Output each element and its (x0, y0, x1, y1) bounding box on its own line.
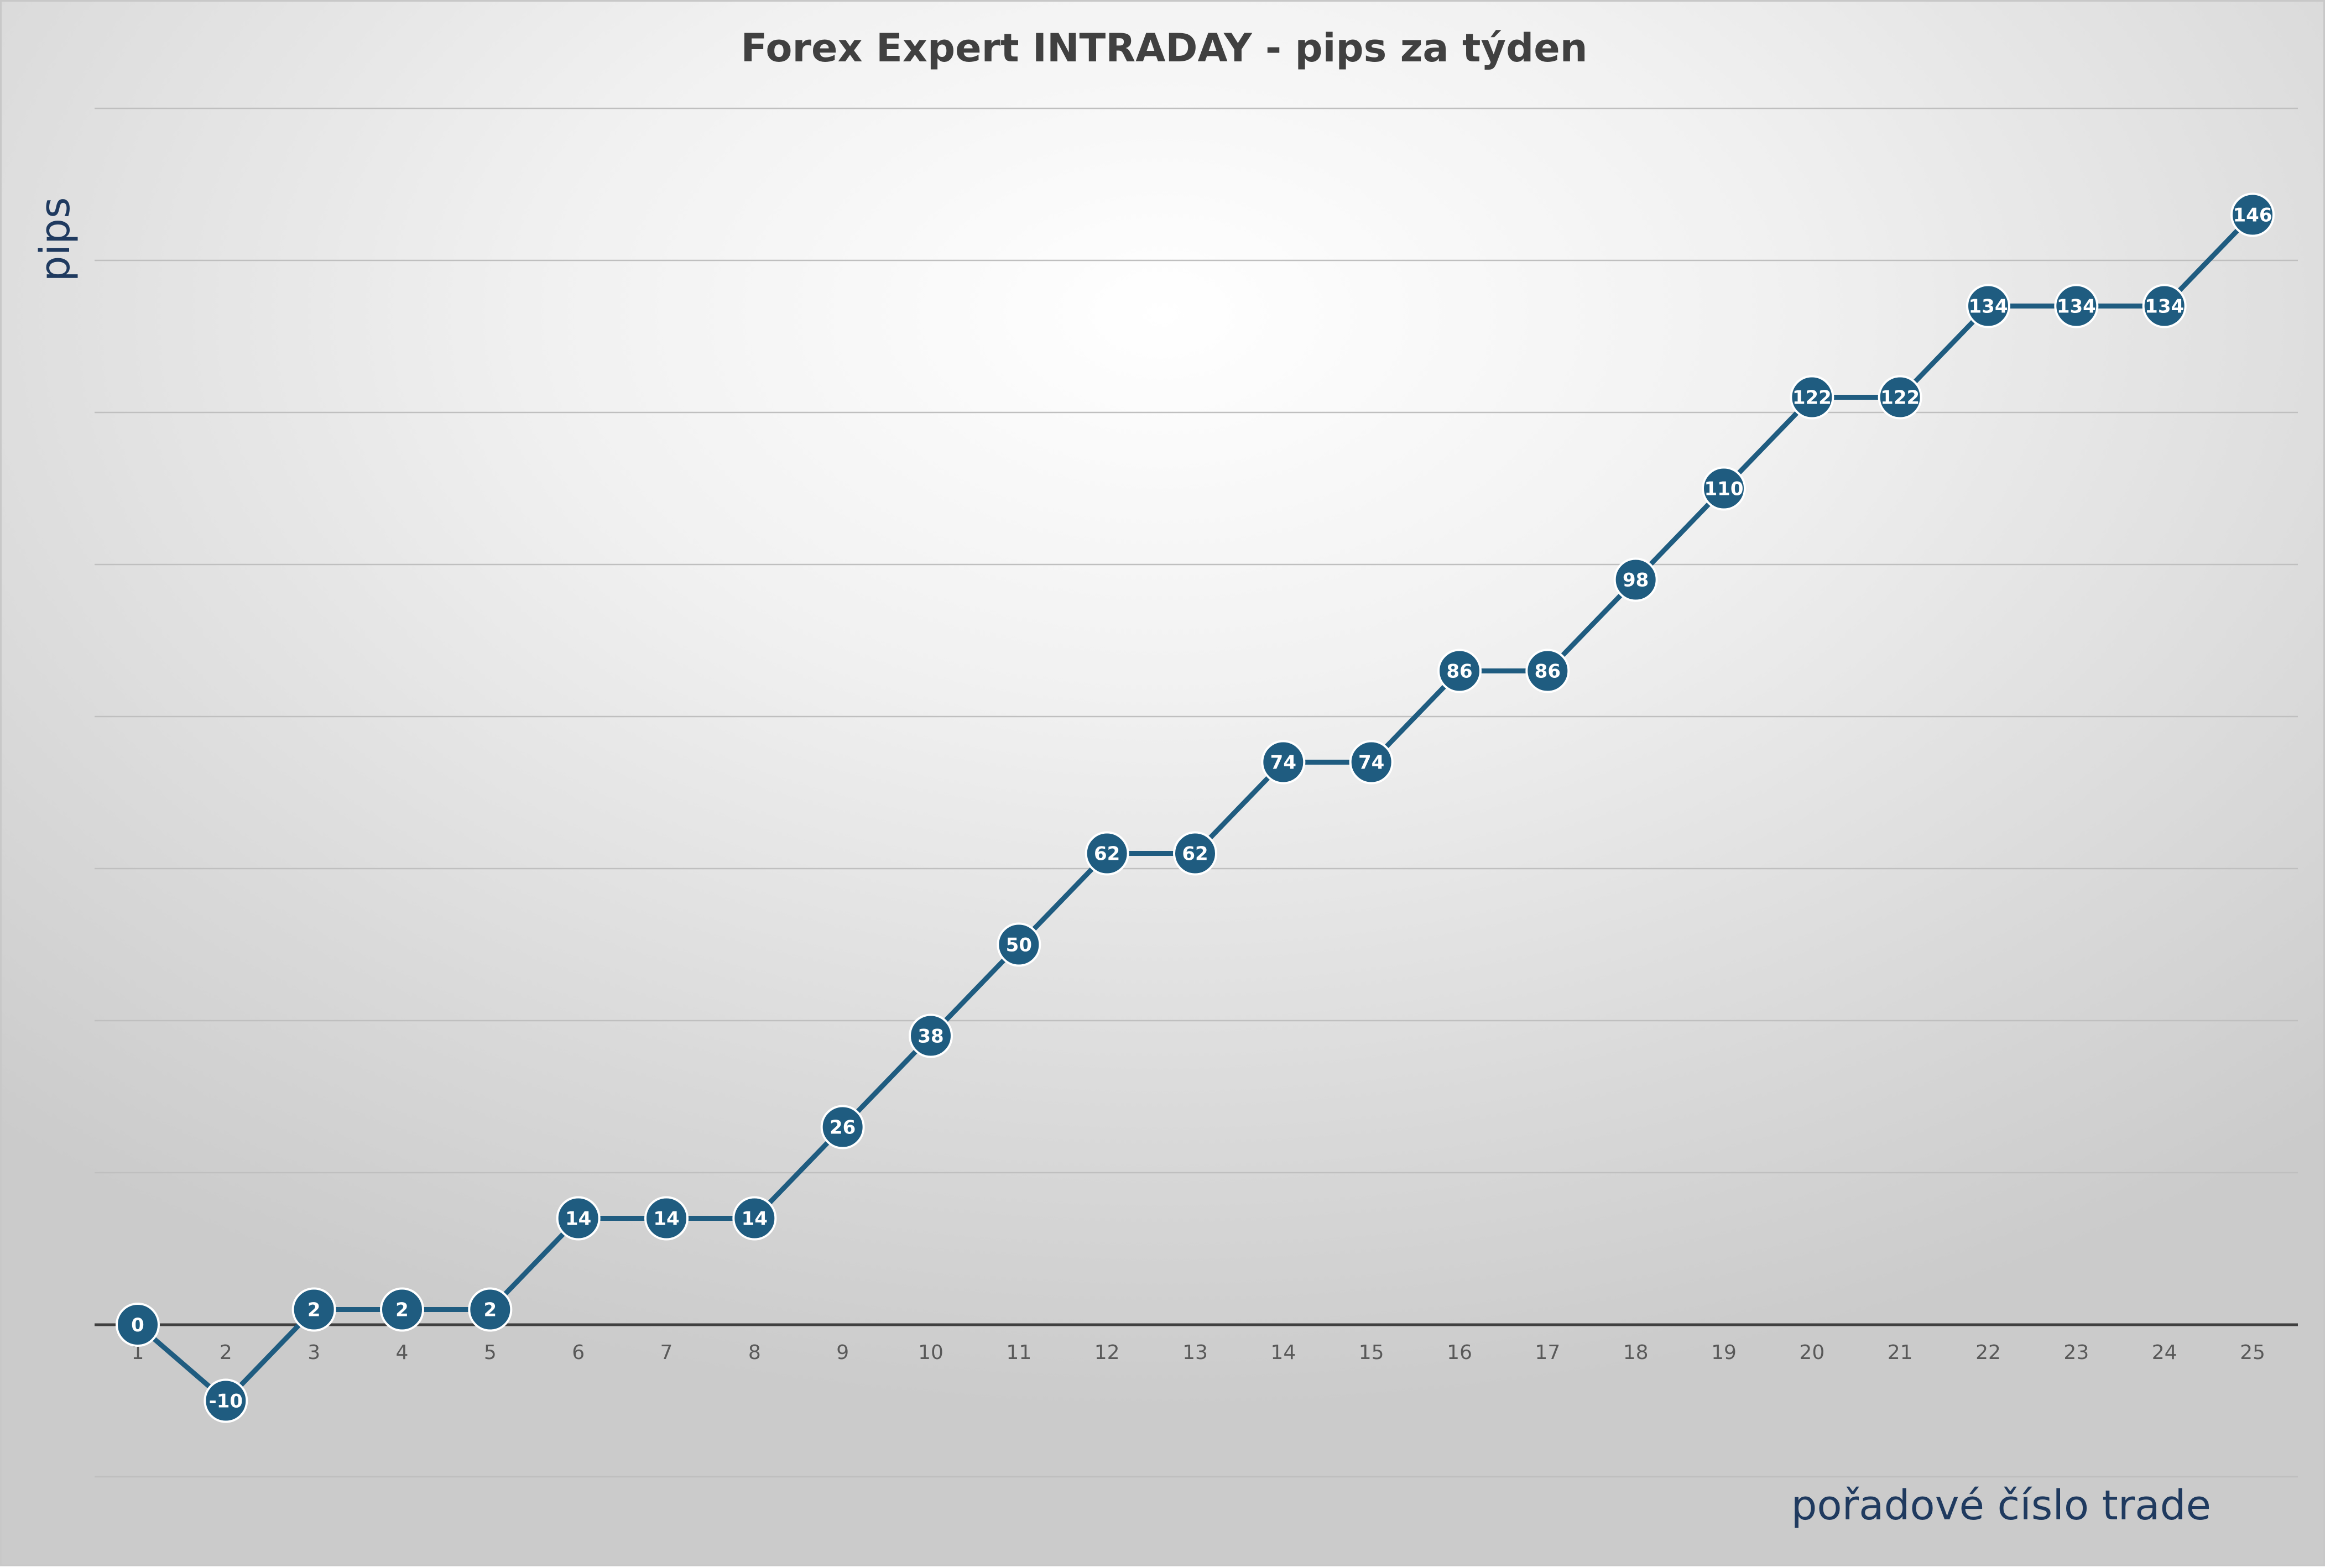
data-point (820, 1105, 865, 1149)
data-label: 134 (1969, 296, 2008, 318)
series-line (135, 212, 2255, 1403)
data-point (1437, 649, 1482, 693)
data-point (1085, 831, 1129, 876)
data-label: 146 (2233, 205, 2272, 227)
x-tick-label: 1 (132, 1341, 144, 1364)
data-point (204, 1378, 248, 1423)
data-point (732, 1196, 777, 1241)
x-tick-label: 16 (1447, 1341, 1472, 1364)
x-tick-label: 13 (1182, 1341, 1208, 1364)
data-label: 122 (1792, 387, 1832, 409)
data-point (380, 1287, 424, 1332)
data-label: 86 (1535, 661, 1561, 683)
x-tick-label: 20 (1799, 1341, 1824, 1364)
data-point (291, 1287, 336, 1332)
data-label: 26 (830, 1117, 856, 1139)
data-label: 122 (1880, 387, 1920, 409)
data-label: 62 (1094, 843, 1120, 865)
data-label: 110 (1704, 478, 1744, 500)
x-tick-label: 15 (1359, 1341, 1384, 1364)
x-tick-label: 25 (2240, 1341, 2265, 1364)
data-point (2230, 192, 2275, 237)
x-tick-label: 12 (1094, 1341, 1120, 1364)
x-tick-label: 18 (1623, 1341, 1649, 1364)
data-label: 38 (918, 1026, 943, 1048)
x-tick-label: 11 (1006, 1341, 1031, 1364)
data-point (997, 922, 1041, 967)
data-label: 98 (1623, 569, 1649, 592)
data-label: 2 (483, 1299, 497, 1321)
x-tick-label: 2 (220, 1341, 232, 1364)
data-point (1525, 649, 1570, 693)
data-point (909, 1013, 953, 1058)
data-point (1261, 740, 1306, 785)
data-point (644, 1196, 689, 1241)
x-tick-label: 10 (918, 1341, 943, 1364)
x-tick-label: 7 (660, 1341, 673, 1364)
x-tick-label: 14 (1270, 1341, 1296, 1364)
x-tick-label: 9 (836, 1341, 849, 1364)
gridlines (95, 107, 2298, 1478)
x-tick-label: 17 (1535, 1341, 1560, 1364)
chart-title: Forex Expert INTRADAY - pips za týden (741, 25, 1587, 71)
data-point (1613, 557, 1658, 602)
x-tick-label: 5 (484, 1341, 497, 1364)
data-label: 0 (131, 1314, 144, 1336)
data-label: 14 (742, 1208, 768, 1230)
data-label: 14 (653, 1208, 679, 1230)
data-label: 134 (2145, 296, 2184, 318)
x-axis-title: pořadové číslo trade (1791, 1482, 2211, 1529)
data-point (1966, 284, 2010, 328)
y-axis-title: pips (32, 197, 79, 281)
data-point (1878, 375, 1922, 420)
data-point (2054, 284, 2099, 328)
x-tick-label: 19 (1711, 1341, 1737, 1364)
data-label: 86 (1446, 661, 1472, 683)
data-label: 74 (1358, 752, 1384, 774)
x-tick-label: 4 (396, 1341, 409, 1364)
x-tick-label: 22 (1975, 1341, 2001, 1364)
data-label: 74 (1270, 752, 1296, 774)
data-label: 14 (565, 1208, 591, 1230)
x-tick-label: 3 (307, 1341, 320, 1364)
data-label: 2 (307, 1299, 321, 1321)
x-tick-label: 8 (748, 1341, 761, 1364)
data-point (1790, 375, 1834, 420)
data-label: 62 (1182, 843, 1208, 865)
data-label: 50 (1006, 934, 1032, 957)
data-label: -10 (209, 1391, 243, 1413)
x-tick-label: 24 (2152, 1341, 2177, 1364)
x-tick-label: 6 (572, 1341, 585, 1364)
x-axis-tick-labels: 1 2 3 4 5 6 7 8 9 10 11 12 13 14 15 16 17 18 19 20 21 22 23 24 2… (132, 1341, 2265, 1364)
data-label: 134 (2057, 296, 2096, 318)
data-point (116, 1303, 160, 1347)
data-point (2142, 284, 2187, 328)
data-point (1349, 740, 1394, 785)
x-tick-label: 23 (2063, 1341, 2089, 1364)
data-label: 2 (395, 1299, 409, 1321)
data-point (1173, 831, 1217, 876)
data-point (556, 1196, 601, 1241)
data-point (468, 1287, 513, 1332)
data-point (1702, 466, 1746, 511)
x-tick-label: 21 (1888, 1341, 1913, 1364)
